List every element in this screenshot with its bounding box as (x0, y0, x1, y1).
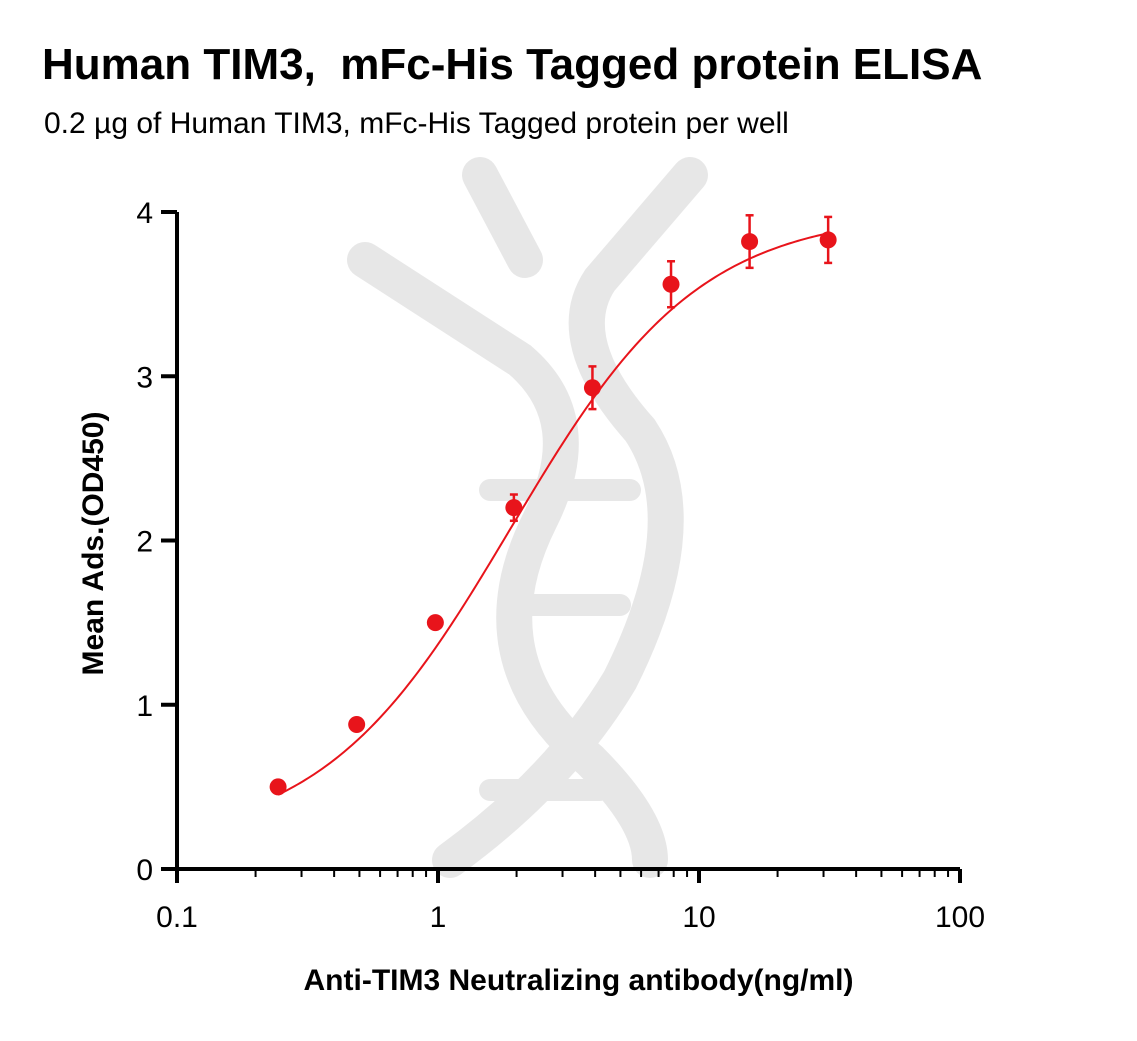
data-point (741, 233, 759, 251)
chart-subtitle: 0.2 µg of Human TIM3, mFc-His Tagged pro… (44, 107, 789, 140)
data-point-group (269, 778, 287, 796)
labels-layer: 0.1 1 10 100 0 1 2 3 4 Anti-TIM3 Neutralizing ant… (77, 197, 985, 997)
y-tick-label: 3 (136, 361, 153, 394)
y-tick-label: 4 (136, 197, 153, 230)
y-axis-title: Mean Ads.(OD450) (77, 412, 110, 676)
data-point-group (348, 715, 366, 733)
x-tick-label: 1 (430, 901, 447, 934)
x-tick-label: 10 (682, 901, 715, 934)
x-axis-title: Anti-TIM3 Neutralizing antibody(ng/ml) (304, 964, 854, 997)
data-point-group (662, 260, 680, 309)
points-layer (269, 214, 837, 796)
data-point-group (426, 614, 444, 632)
data-point (583, 379, 601, 397)
axes (161, 210, 962, 883)
x-tick-label: 0.1 (156, 901, 198, 934)
y-tick-label: 0 (136, 854, 153, 887)
data-point (269, 778, 287, 796)
data-point (426, 614, 444, 632)
data-point (348, 715, 366, 733)
data-point (819, 231, 837, 249)
fit-layer (277, 232, 829, 796)
data-point-group (819, 215, 837, 265)
chart-title: Human TIM3, mFc-His Tagged protein ELISA (42, 40, 983, 89)
data-point (662, 275, 680, 293)
fit-curve (277, 232, 829, 796)
dna-watermark-icon (347, 157, 708, 878)
data-point-group (741, 214, 759, 270)
x-tick-label: 100 (935, 901, 985, 934)
data-point (505, 499, 523, 517)
y-tick-label: 2 (136, 526, 153, 559)
data-point-group (505, 493, 523, 523)
y-tick-label: 1 (136, 690, 153, 723)
data-point-group (583, 365, 601, 411)
